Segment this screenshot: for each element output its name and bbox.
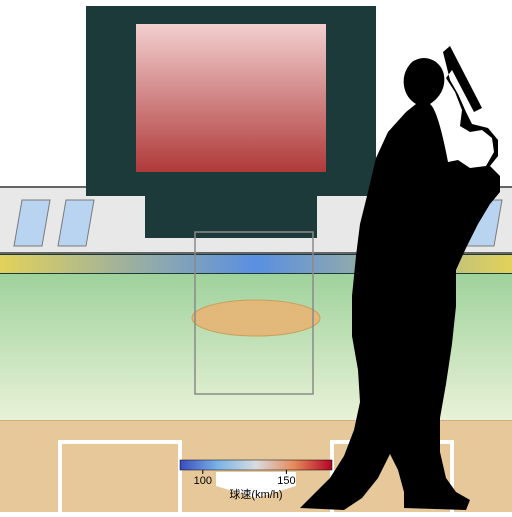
legend-label: 球速(km/h) xyxy=(229,487,282,501)
legend-tick-label-1: 150 xyxy=(277,475,295,487)
pitch-location-diagram: 100 150球速(km/h) xyxy=(0,0,512,512)
pitchers-mound xyxy=(192,300,320,336)
scoreboard-screen xyxy=(136,24,326,172)
legend-colorbar xyxy=(180,460,332,470)
stage-svg: 100 150球速(km/h) xyxy=(0,0,512,512)
legend-tick-label-0: 100 xyxy=(194,475,212,487)
